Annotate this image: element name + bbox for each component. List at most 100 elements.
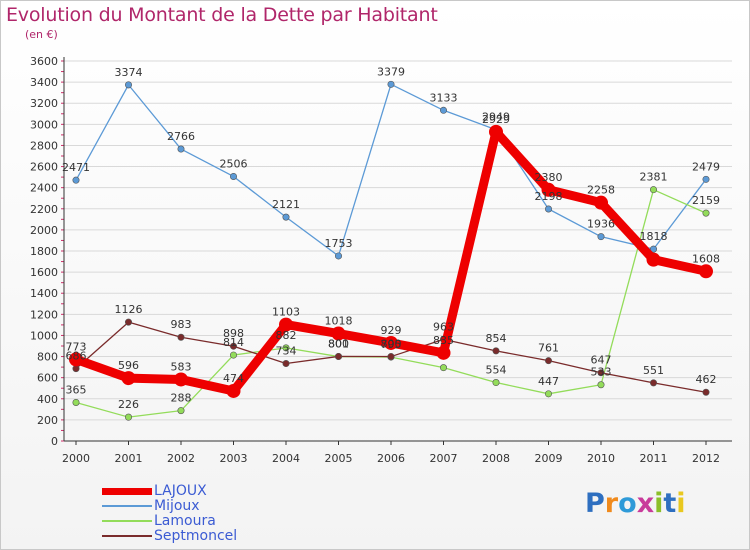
- legend-label-lamoura: Lamoura: [154, 513, 216, 529]
- data-point-septmoncel: [282, 360, 290, 368]
- data-label-mijoux: 3374: [115, 66, 143, 79]
- x-tick-label: 2007: [430, 452, 458, 465]
- data-point-lajoux: [541, 182, 556, 197]
- data-label-lajoux: 2380: [535, 171, 563, 184]
- data-point-lamoura: [177, 407, 185, 415]
- data-point-lajoux: [436, 345, 451, 360]
- data-label-lamoura: 800: [328, 338, 349, 351]
- logo-letter: r: [604, 488, 619, 519]
- y-tick-label: 2200: [30, 203, 58, 216]
- data-point-mijoux: [702, 175, 710, 183]
- y-tick-label: 200: [37, 414, 58, 427]
- data-label-mijoux: 1753: [325, 237, 353, 250]
- x-tick-label: 2009: [535, 452, 563, 465]
- proxiti-logo: Proxiti: [585, 488, 686, 519]
- data-label-lamoura: 365: [66, 383, 87, 396]
- data-label-lamoura: 795: [381, 338, 402, 351]
- legend-swatch-lajoux: [102, 488, 152, 495]
- data-label-mijoux: 2506: [220, 157, 248, 170]
- data-label-septmoncel: 963: [433, 320, 454, 333]
- logo-letter: o: [618, 488, 637, 519]
- y-tick-label: 800: [37, 351, 58, 364]
- data-point-lamoura: [125, 413, 133, 421]
- data-label-mijoux: 2766: [167, 130, 195, 143]
- data-point-septmoncel: [177, 333, 185, 341]
- y-tick-label: 3400: [30, 76, 58, 89]
- data-label-septmoncel: 551: [643, 364, 664, 377]
- legend-swatch-mijoux: [102, 505, 152, 507]
- chart-title: Evolution du Montant de la Dette par Hab…: [6, 4, 438, 26]
- legend-label-mijoux: Mijoux: [154, 498, 200, 514]
- data-label-lajoux: 596: [118, 359, 139, 372]
- legend-label-lajoux: LAJOUX: [154, 483, 207, 499]
- data-label-lajoux: 1103: [272, 306, 300, 319]
- data-label-lajoux: 2929: [482, 113, 510, 126]
- data-point-septmoncel: [230, 342, 238, 350]
- data-label-lajoux: 773: [66, 340, 87, 353]
- data-label-lajoux: 2258: [587, 184, 615, 197]
- logo-letter: i: [654, 488, 664, 519]
- x-tick-label: 2005: [325, 452, 353, 465]
- data-label-lamoura: 533: [591, 366, 612, 379]
- data-label-lamoura: 447: [538, 375, 559, 388]
- chart-legend: LAJOUX Mijoux Lamoura Septmoncel: [102, 483, 302, 544]
- x-tick-label: 2003: [220, 452, 248, 465]
- data-label-septmoncel: 1126: [115, 303, 143, 316]
- x-tick-label: 2002: [167, 452, 195, 465]
- y-tick-label: 600: [37, 372, 58, 385]
- logo-letter: x: [636, 488, 655, 519]
- data-label-septmoncel: 801: [328, 337, 349, 350]
- data-point-mijoux: [439, 106, 447, 114]
- y-tick-label: 3000: [30, 118, 58, 131]
- legend-item-septmoncel: Septmoncel: [102, 528, 302, 544]
- y-tick-label: 3200: [30, 97, 58, 110]
- data-label-lamoura: 288: [171, 392, 192, 405]
- y-tick-label: 2800: [30, 139, 58, 152]
- x-tick-label: 2006: [377, 452, 405, 465]
- data-label-lajoux: 835: [433, 334, 454, 347]
- data-point-lamoura: [230, 351, 238, 359]
- data-label-septmoncel: 898: [223, 327, 244, 340]
- data-label-lamoura: 226: [118, 398, 139, 411]
- data-point-lajoux: [69, 352, 83, 367]
- data-point-mijoux: [125, 81, 133, 89]
- data-label-septmoncel: 761: [538, 342, 559, 355]
- data-label-septmoncel: 854: [486, 332, 507, 345]
- data-label-mijoux: 1818: [640, 230, 668, 243]
- data-point-septmoncel: [597, 369, 605, 377]
- y-tick-label: 3600: [30, 55, 58, 68]
- series-line-lajoux: [74, 127, 707, 396]
- y-tick-label: 400: [37, 393, 58, 406]
- x-tick-label: 2012: [692, 452, 720, 465]
- data-point-lajoux: [489, 124, 503, 139]
- data-point-lajoux: [331, 326, 346, 341]
- legend-swatch-septmoncel: [102, 535, 152, 537]
- data-label-lamoura: 2159: [692, 194, 720, 207]
- data-point-lamoura: [492, 379, 500, 387]
- legend-label-septmoncel: Septmoncel: [154, 528, 238, 544]
- data-label-lajoux: 583: [171, 360, 192, 373]
- data-point-mijoux: [544, 205, 552, 213]
- data-point-lajoux: [594, 195, 608, 210]
- data-point-mijoux: [230, 172, 238, 180]
- data-label-mijoux: 2479: [692, 160, 720, 173]
- data-label-septmoncel: 734: [276, 345, 297, 358]
- data-point-lamoura: [702, 209, 710, 217]
- data-label-lajoux: 1608: [692, 252, 720, 265]
- data-label-septmoncel: 647: [591, 354, 612, 367]
- logo-letter: t: [663, 488, 677, 519]
- data-point-lamoura: [439, 364, 447, 372]
- data-label-septmoncel: 686: [66, 350, 87, 363]
- data-point-lajoux: [384, 335, 398, 350]
- data-point-septmoncel: [387, 353, 395, 361]
- y-tick-label: 0: [51, 435, 58, 448]
- data-label-lajoux: 474: [223, 372, 244, 385]
- y-tick-label: 1000: [30, 329, 58, 342]
- data-label-lamoura: 2381: [640, 171, 668, 184]
- data-label-mijoux: 2121: [272, 198, 300, 211]
- legend-swatch-lamoura: [102, 520, 152, 522]
- x-tick-label: 2010: [587, 452, 615, 465]
- x-tick-label: 2000: [62, 452, 90, 465]
- x-tick-label: 2004: [272, 452, 300, 465]
